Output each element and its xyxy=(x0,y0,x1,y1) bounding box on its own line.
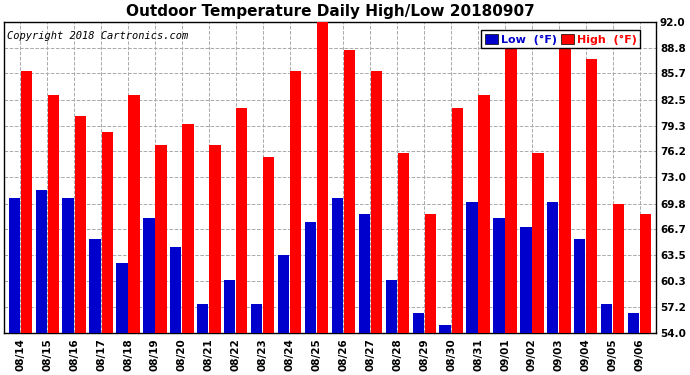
Bar xyxy=(493,218,504,333)
Bar xyxy=(144,218,155,333)
Bar xyxy=(424,214,436,333)
Bar xyxy=(209,145,221,333)
Bar xyxy=(101,132,113,333)
Bar xyxy=(8,198,20,333)
Bar xyxy=(21,71,32,333)
Bar xyxy=(263,157,275,333)
Bar xyxy=(48,96,59,333)
Bar xyxy=(197,304,208,333)
Bar xyxy=(359,214,370,333)
Bar xyxy=(397,153,409,333)
Bar xyxy=(332,198,343,333)
Bar xyxy=(75,116,86,333)
Bar xyxy=(574,239,585,333)
Legend: Low  (°F), High  (°F): Low (°F), High (°F) xyxy=(481,30,640,48)
Bar xyxy=(251,304,262,333)
Bar xyxy=(413,313,424,333)
Bar xyxy=(532,153,544,333)
Bar xyxy=(586,58,598,333)
Bar xyxy=(520,226,531,333)
Bar xyxy=(640,214,651,333)
Bar xyxy=(224,280,235,333)
Bar xyxy=(440,325,451,333)
Bar xyxy=(236,108,248,333)
Bar xyxy=(601,304,612,333)
Bar xyxy=(305,222,316,333)
Bar xyxy=(290,71,302,333)
Bar xyxy=(63,198,74,333)
Bar xyxy=(170,247,181,333)
Bar xyxy=(317,22,328,333)
Text: Copyright 2018 Cartronics.com: Copyright 2018 Cartronics.com xyxy=(8,31,188,41)
Bar xyxy=(547,202,558,333)
Bar xyxy=(90,239,101,333)
Bar xyxy=(505,46,517,333)
Bar xyxy=(117,264,128,333)
Bar xyxy=(371,71,382,333)
Bar xyxy=(613,204,624,333)
Bar xyxy=(182,124,194,333)
Bar xyxy=(344,50,355,333)
Title: Outdoor Temperature Daily High/Low 20180907: Outdoor Temperature Daily High/Low 20180… xyxy=(126,4,534,19)
Bar xyxy=(478,96,490,333)
Bar xyxy=(560,30,571,333)
Bar xyxy=(451,108,463,333)
Bar xyxy=(278,255,289,333)
Bar xyxy=(466,202,477,333)
Bar xyxy=(628,313,639,333)
Bar xyxy=(155,145,167,333)
Bar xyxy=(386,280,397,333)
Bar xyxy=(36,190,47,333)
Bar xyxy=(128,96,140,333)
